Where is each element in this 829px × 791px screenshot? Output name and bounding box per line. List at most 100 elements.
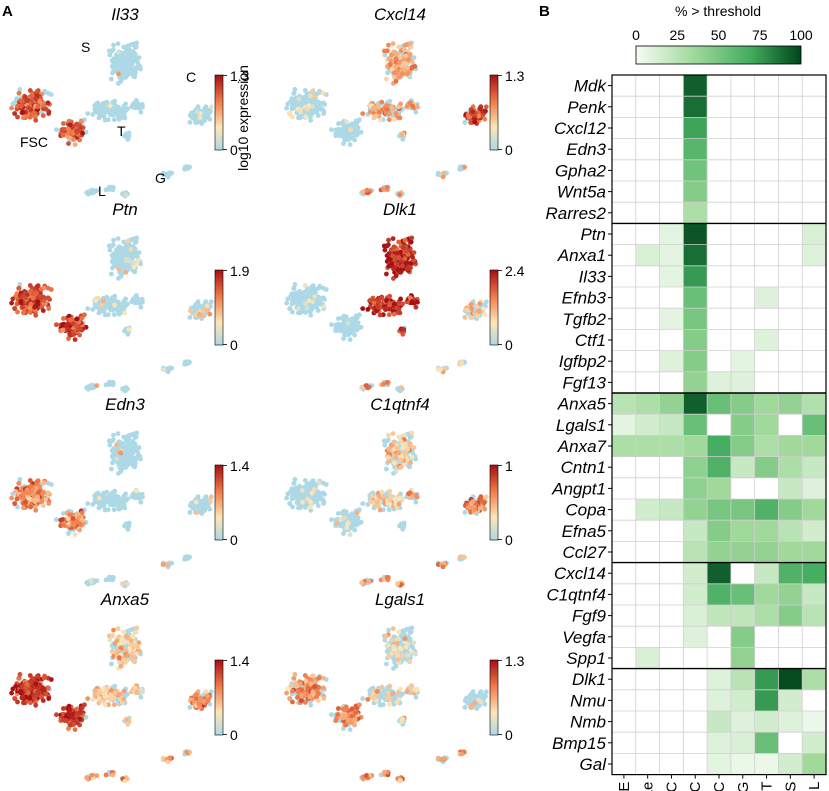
cell-dot-expressing	[462, 315, 468, 320]
cell-dot-expressing	[482, 311, 488, 317]
cell-dot-expressing	[88, 578, 94, 583]
cell-dot-expressing	[296, 96, 302, 102]
cell-dot-expressing	[48, 287, 54, 292]
cell-dot-expressing	[46, 501, 52, 506]
cell-dot	[88, 188, 94, 194]
cell-dot	[187, 510, 193, 515]
cell-dot-expressing	[35, 689, 41, 695]
cell-dot-expressing	[46, 306, 52, 311]
cell-dot-expressing	[31, 493, 37, 498]
cell-dot-expressing	[386, 237, 391, 243]
cell-dot-expressing	[28, 483, 34, 489]
cell-dot-expressing	[409, 454, 415, 460]
cell-dot	[296, 505, 301, 511]
cell-dot-expressing	[398, 269, 404, 275]
cell-dot-expressing	[94, 383, 100, 388]
cell-dot	[130, 65, 136, 71]
cell-dot-expressing	[401, 327, 407, 332]
cell-dot	[117, 301, 122, 307]
cell-dot-expressing	[394, 445, 400, 451]
cell-dot-expressing	[407, 247, 413, 253]
cell-dot-expressing	[125, 581, 130, 587]
cell-dot-expressing	[398, 457, 404, 462]
cell-dot-expressing	[96, 495, 102, 501]
cell-dot-expressing	[345, 520, 351, 526]
cell-dot-expressing	[321, 304, 327, 310]
cell-dot	[115, 41, 121, 46]
cell-dot	[104, 490, 110, 496]
cell-dot	[122, 388, 128, 394]
cell-dot-expressing	[403, 442, 409, 447]
cell-dot-expressing	[61, 121, 66, 126]
cell-dot-expressing	[459, 361, 465, 367]
cell-dot-expressing	[28, 678, 34, 684]
cell-dot-expressing	[77, 326, 83, 332]
cell-dot-expressing	[27, 695, 33, 701]
umap-title: Cxcl14	[374, 5, 426, 24]
cell-dot	[111, 312, 117, 318]
cell-dot-expressing	[377, 507, 383, 513]
cell-dot-expressing	[79, 510, 85, 516]
cell-dot	[316, 489, 321, 495]
cell-dot	[15, 504, 20, 510]
cell-dot-expressing	[21, 310, 26, 316]
umap-cells	[9, 235, 214, 394]
cell-dot	[301, 495, 306, 501]
cell-dot-expressing	[364, 187, 370, 193]
cell-dot	[100, 109, 106, 115]
cell-dot-expressing	[309, 490, 315, 496]
cell-dot	[109, 298, 114, 303]
cell-dot-expressing	[74, 128, 79, 134]
cell-dot-expressing	[398, 296, 403, 302]
cell-dot-expressing	[410, 103, 415, 109]
cell-dot-expressing	[401, 47, 407, 52]
cell-dot	[85, 306, 91, 311]
cell-dot	[128, 53, 134, 59]
cell-dot	[329, 127, 334, 133]
cell-dot	[109, 438, 115, 444]
cell-dot	[111, 446, 117, 452]
cell-dot-expressing	[12, 306, 17, 311]
cell-dot	[124, 132, 130, 138]
cell-dot-expressing	[379, 489, 385, 495]
cell-dot-expressing	[27, 283, 33, 288]
cell-dot	[293, 298, 299, 304]
cell-dot	[329, 517, 334, 523]
cell-dot-expressing	[405, 260, 411, 266]
cell-dot-expressing	[467, 505, 472, 510]
cell-dot-expressing	[123, 192, 129, 198]
cell-dot-expressing	[303, 114, 309, 120]
cell-dot	[316, 90, 322, 96]
cell-dot	[207, 116, 213, 122]
cell-dot-expressing	[65, 126, 71, 132]
cell-dot-expressing	[20, 109, 25, 115]
cell-dot-expressing	[33, 291, 39, 297]
cell-dot-expressing	[375, 499, 381, 505]
cell-dot	[320, 490, 326, 496]
cell-dot-expressing	[66, 313, 72, 319]
cell-dot	[125, 263, 130, 269]
cell-dot-expressing	[304, 305, 310, 311]
cell-dot	[291, 91, 297, 96]
cell-dot-expressing	[409, 235, 415, 241]
cell-dot-expressing	[474, 304, 480, 309]
cell-dot-expressing	[398, 438, 404, 444]
cell-dot-expressing	[80, 130, 85, 136]
cell-dot-expressing	[396, 306, 402, 312]
cell-dot-expressing	[397, 115, 403, 121]
cell-dot	[17, 282, 23, 287]
cell-dot-expressing	[34, 479, 40, 485]
cell-dot-expressing	[67, 317, 73, 323]
cell-dot	[413, 109, 419, 115]
cell-dot-expressing	[78, 125, 84, 131]
cell-dot	[101, 495, 107, 500]
cell-dot	[140, 104, 145, 110]
cell-dot-expressing	[387, 62, 393, 67]
cell-dot-expressing	[33, 702, 39, 708]
cell-dot	[116, 116, 122, 122]
cell-dot-expressing	[60, 132, 66, 138]
cell-dot-expressing	[71, 137, 77, 142]
cell-dot-expressing	[26, 105, 31, 111]
cell-dot	[323, 482, 329, 487]
